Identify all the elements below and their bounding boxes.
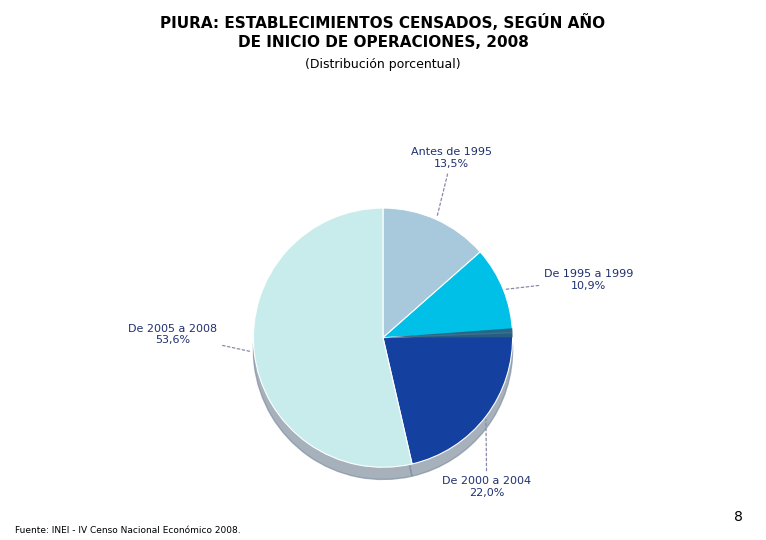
Wedge shape (254, 220, 412, 480)
Text: (Distribución porcentual): (Distribución porcentual) (305, 58, 461, 71)
Wedge shape (254, 208, 412, 467)
Text: De 1995 a 1999
10,9%: De 1995 a 1999 10,9% (506, 269, 633, 291)
Wedge shape (383, 252, 512, 338)
Text: 8: 8 (734, 510, 743, 524)
Text: Antes de 1995
13,5%: Antes de 1995 13,5% (411, 147, 492, 217)
Wedge shape (383, 333, 512, 464)
Text: De 2005 a 2008
53,6%: De 2005 a 2008 53,6% (128, 324, 251, 352)
Text: De 2000 a 2004
22,0%: De 2000 a 2004 22,0% (442, 419, 532, 498)
Text: DE INICIO DE OPERACIONES, 2008: DE INICIO DE OPERACIONES, 2008 (237, 35, 529, 50)
Wedge shape (383, 220, 480, 350)
Text: PIURA: ESTABLECIMIENTOS CENSADOS, SEGÚN AÑO: PIURA: ESTABLECIMIENTOS CENSADOS, SEGÚN … (160, 14, 606, 30)
Wedge shape (383, 208, 480, 338)
Text: Fuente: INEI - IV Censo Nacional Económico 2008.: Fuente: INEI - IV Censo Nacional Económi… (15, 525, 241, 535)
Wedge shape (383, 264, 512, 350)
Wedge shape (383, 345, 512, 476)
Wedge shape (383, 328, 512, 338)
